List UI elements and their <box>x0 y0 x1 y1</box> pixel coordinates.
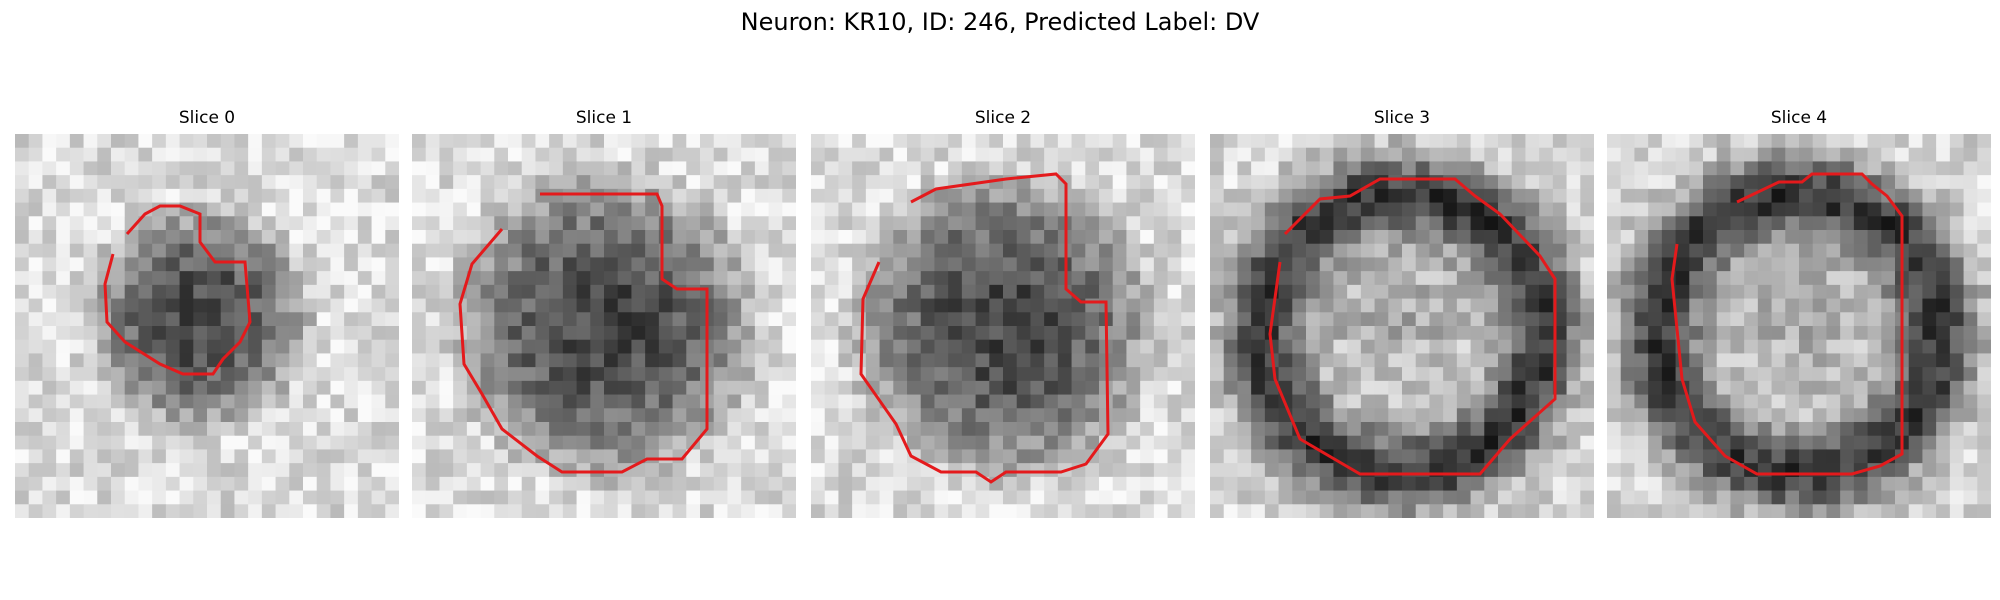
slice-image <box>811 134 1195 518</box>
slice-image <box>1210 134 1594 518</box>
slice-image <box>15 134 399 518</box>
segmentation-contour <box>458 192 709 474</box>
slice-title: Slice 4 <box>1770 108 1828 128</box>
slice-title: Slice 1 <box>575 108 633 128</box>
segmentation-contour <box>103 204 252 376</box>
slice-image <box>1607 134 1991 518</box>
figure-title: Neuron: KR10, ID: 246, Predicted Label: … <box>740 8 1260 36</box>
segmentation-contour <box>1268 177 1557 476</box>
slice-title: Slice 3 <box>1373 108 1431 128</box>
segmentation-contour <box>1670 172 1904 476</box>
segmentation-contour <box>859 172 1110 484</box>
slice-title: Slice 0 <box>178 108 236 128</box>
slice-image <box>412 134 796 518</box>
slice-title: Slice 2 <box>974 108 1032 128</box>
